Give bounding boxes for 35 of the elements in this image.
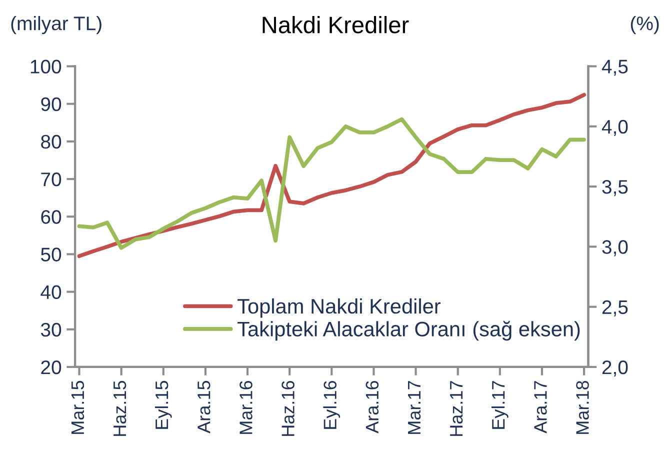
x-tick-label: Eyl.15 [154, 380, 172, 429]
line-series [77, 117, 586, 250]
line-series [77, 92, 586, 258]
x-tick-label: Eyl.16 [323, 380, 340, 429]
y-tick-label: 90 [41, 97, 62, 112]
y-tick-label: 30 [40, 322, 62, 337]
y-tick-label: 100 [30, 60, 62, 74]
chart-title: Nakdi Krediler [262, 16, 409, 34]
x-tick-label: Mar.16 [240, 380, 252, 434]
x-tick-label: Eyl.17 [492, 381, 508, 429]
x-tick-label: Mar.15 [71, 380, 84, 434]
y-tick-label: 50 [40, 248, 62, 262]
y2-tick-label: 4,0 [602, 120, 628, 136]
x-tick-label: Haz.17 [450, 381, 463, 436]
y2-tick-label: 4,5 [602, 60, 628, 76]
x-tick-label: Ara.16 [366, 380, 379, 434]
y-tick-label: 60 [41, 210, 62, 224]
y2-tick-label: 3,0 [602, 240, 628, 256]
y-axis-title: (milyar TL) [11, 16, 102, 34]
y-tick-label: 40 [40, 285, 62, 300]
x-tick-label: Haz.16 [282, 380, 294, 436]
x-tick-label: Ara.15 [198, 380, 210, 434]
x-tick-label: Mar.17 [408, 381, 421, 434]
legend-label: Toplam Nakdi Krediler [238, 298, 441, 318]
y2-tick-label: 2,5 [602, 300, 628, 316]
y2-axis-title: (%) [630, 16, 659, 34]
y2-tick-label: 2,0 [602, 360, 628, 377]
x-tick-label: Mar.18 [576, 380, 589, 434]
y-tick-label: 20 [41, 360, 62, 374]
y-tick-label: 80 [41, 134, 62, 149]
legend-label: Takipteki Alacaklar Oranı (sağ eksen) [238, 320, 580, 341]
y-tick-label: 70 [41, 172, 62, 186]
x-tick-label: Haz.15 [114, 380, 126, 436]
y2-tick-label: 3,5 [602, 180, 628, 196]
x-tick-label: Ara.17 [534, 381, 547, 434]
